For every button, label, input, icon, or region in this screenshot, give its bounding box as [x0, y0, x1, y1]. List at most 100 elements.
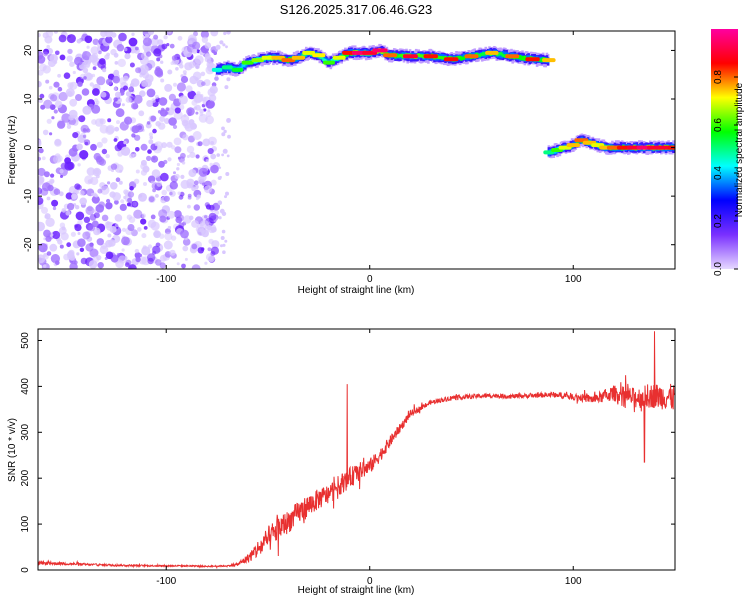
noise-speckle: [96, 76, 106, 86]
noise-speckle: [204, 261, 208, 265]
noise-speckle: [84, 35, 93, 44]
noise-speckle: [199, 220, 210, 230]
noise-speckle: [145, 74, 154, 83]
noise-speckle: [176, 167, 180, 171]
noise-speckle: [192, 71, 202, 81]
noise-speckle: [114, 223, 119, 228]
noise-speckle: [41, 206, 48, 214]
noise-speckle: [165, 107, 170, 112]
noise-speckle: [44, 213, 51, 220]
noise-speckle: [53, 81, 60, 88]
noise-speckle: [45, 235, 52, 242]
noise-speckle: [121, 248, 125, 252]
noise-speckle: [182, 245, 189, 252]
noise-speckle: [187, 204, 191, 209]
noise-speckle: [217, 200, 223, 205]
y-tick-label: 300: [20, 424, 31, 441]
noise-speckle: [96, 141, 103, 148]
upper-trace-peak: [443, 57, 459, 62]
upper-trace-peak: [383, 53, 398, 58]
noise-speckle: [224, 195, 227, 199]
noise-speckle: [43, 229, 51, 238]
colorbar: 0.0 0.2 0.4 0.6 0.8 Normalized spectral ampl…: [711, 29, 745, 276]
noise-speckle: [135, 67, 142, 74]
noise-speckle: [93, 98, 99, 103]
noise-speckle: [106, 198, 111, 204]
noise-speckle: [193, 204, 200, 211]
noise-speckle: [76, 38, 82, 44]
noise-speckle: [135, 46, 139, 51]
x-tick-label: 100: [565, 274, 582, 285]
snr-plot-area: [38, 329, 675, 570]
noise-speckle: [75, 94, 82, 101]
noise-speckle: [100, 185, 110, 195]
noise-speckle: [128, 37, 138, 47]
heatmap-x-axis-title: Height of straight line (km): [298, 285, 415, 296]
noise-speckle: [217, 176, 222, 181]
noise-speckle: [163, 195, 170, 202]
noise-speckle: [147, 253, 156, 262]
noise-speckle: [132, 201, 137, 207]
upper-trace-peak: [485, 50, 499, 55]
noise-speckle: [194, 55, 204, 65]
noise-speckle: [72, 132, 79, 139]
noise-speckle: [123, 189, 129, 195]
noise-speckle: [59, 244, 64, 249]
upper-trace-peak: [271, 55, 285, 60]
noise-speckle: [174, 107, 181, 114]
snr-y-axis-title: SNR (10 * v/v): [7, 418, 18, 482]
noise-speckle: [225, 191, 229, 196]
noise-speckle: [210, 164, 219, 174]
noise-speckle: [71, 193, 78, 200]
noise-speckle: [156, 181, 163, 187]
noise-speckle: [156, 57, 161, 62]
noise-speckle: [193, 106, 198, 110]
noise-speckle: [42, 129, 49, 136]
noise-speckle: [38, 69, 44, 76]
noise-speckle: [76, 143, 83, 151]
noise-speckle: [135, 147, 140, 152]
noise-speckle: [91, 220, 99, 228]
noise-speckle: [161, 189, 167, 196]
noise-speckle: [38, 187, 43, 195]
noise-speckle: [80, 257, 88, 265]
noise-speckle: [53, 31, 58, 34]
noise-speckle: [114, 214, 123, 222]
noise-speckle: [181, 161, 186, 165]
noise-speckle: [176, 262, 180, 266]
noise-speckle: [201, 81, 206, 86]
noise-speckle: [38, 80, 42, 88]
upper-trace-peak: [323, 60, 335, 65]
noise-speckle: [38, 196, 44, 205]
upper-trace-peak: [211, 67, 223, 72]
noise-speckle: [172, 124, 178, 129]
noise-speckle: [181, 119, 189, 127]
noise-speckle: [180, 75, 189, 84]
noise-speckle: [186, 145, 195, 154]
noise-speckle: [159, 116, 165, 122]
noise-speckle: [218, 216, 222, 220]
noise-speckle: [122, 75, 129, 82]
noise-speckle: [197, 141, 203, 147]
noise-speckle: [42, 32, 49, 39]
colorbar-tick-label: 0.6: [713, 118, 724, 132]
noise-speckle: [83, 76, 87, 80]
noise-speckle: [39, 93, 45, 99]
noise-speckle: [158, 160, 165, 168]
noise-speckle: [123, 195, 127, 200]
upper-trace-peak: [241, 60, 254, 65]
noise-speckle: [92, 167, 102, 177]
x-tick-label: 100: [565, 576, 582, 587]
noise-speckle: [60, 175, 63, 178]
noise-speckle: [225, 45, 228, 49]
noise-speckle: [111, 169, 114, 173]
noise-speckle: [72, 70, 76, 75]
noise-speckle: [160, 78, 165, 83]
noise-speckle: [224, 239, 228, 243]
noise-speckle: [184, 257, 188, 261]
track-cell: [397, 54, 401, 58]
noise-speckle: [138, 253, 143, 257]
noise-speckle: [167, 69, 173, 75]
noise-speckle: [52, 230, 61, 240]
